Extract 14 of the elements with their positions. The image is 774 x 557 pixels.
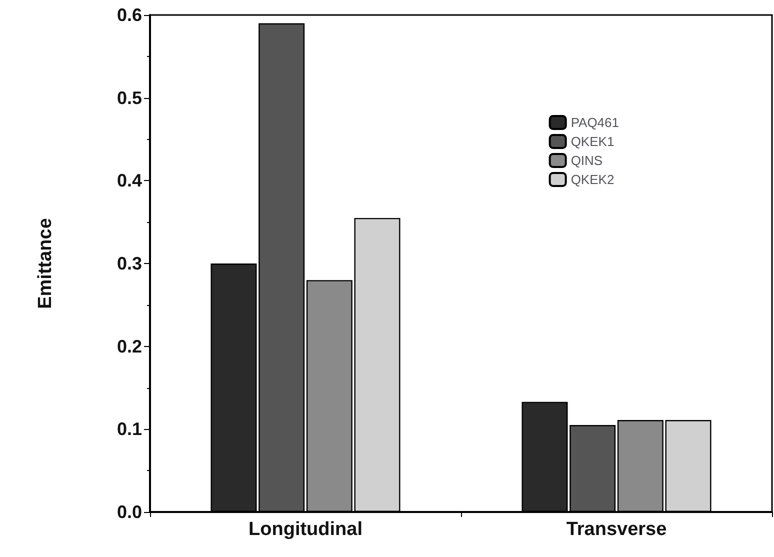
- y-tick-label: 0.4: [116, 170, 142, 191]
- y-tick-label: 0.3: [116, 254, 142, 274]
- y-tick-label: 0.2: [116, 336, 142, 356]
- legend-label: QKEK2: [570, 172, 614, 187]
- x-tick-label: Longitudinal: [248, 519, 362, 540]
- x-tick-label: Transverse: [566, 519, 667, 540]
- legend-label: QKEK1: [570, 134, 614, 149]
- y-tick-label: 0.5: [116, 88, 142, 108]
- y-axis-title: Emittance: [35, 218, 56, 309]
- legend-label: QINS: [570, 153, 603, 168]
- legend-label: PAQ461: [570, 115, 620, 130]
- y-tick-label: 0.6: [116, 5, 142, 25]
- y-tick-label: 0.0: [116, 502, 142, 522]
- y-tick-label: 0.1: [116, 419, 142, 440]
